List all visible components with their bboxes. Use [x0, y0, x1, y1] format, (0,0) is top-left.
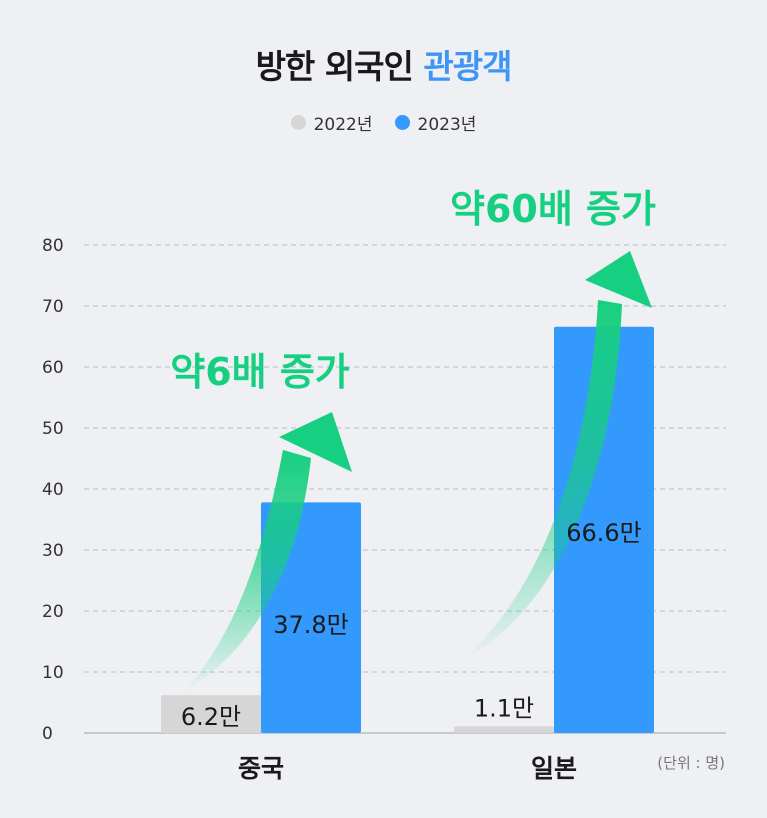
y-tick-label-20: 20 [42, 602, 64, 622]
y-tick-label-80: 80 [42, 236, 64, 256]
bar-중국-2022년 [161, 695, 261, 733]
data-label-일본-2023년: 66.6만 [566, 519, 642, 547]
y-tick-label-30: 30 [42, 541, 64, 561]
y-tick-label-40: 40 [42, 480, 64, 500]
bar-일본-2023년 [554, 326, 654, 733]
title-accent: 관광객 [423, 47, 512, 86]
legend-item-2022: 2022년 [290, 110, 373, 135]
y-tick-label-70: 70 [42, 297, 64, 317]
increase-arrow-china-shaft [183, 450, 311, 692]
y-tick-label-60: 60 [42, 358, 64, 378]
legend-label-2022: 2022년 [313, 115, 373, 135]
data-label-중국-2022년: 6.2만 [181, 703, 241, 731]
x-category-label-중국: 중국 [238, 754, 284, 783]
legend-swatch-2023 [394, 115, 410, 130]
legend-label-2023: 2023년 [417, 115, 477, 135]
increase-annotation-일본: 약60배 증가 [450, 187, 656, 231]
title-main: 방한 외국인 [255, 47, 424, 86]
legend-swatch-2022 [290, 115, 306, 130]
y-tick-label-10: 10 [42, 663, 64, 683]
legend: 2022년 2023년 [0, 110, 767, 135]
data-label-중국-2023년: 37.8만 [273, 611, 349, 639]
increase-arrow-japan-head [585, 251, 652, 308]
increase-annotation-중국: 약6배 증가 [170, 350, 350, 394]
bar-일본-2022년 [454, 726, 554, 733]
increase-arrow-china-head [279, 412, 352, 472]
data-label-일본-2022년: 1.1만 [474, 694, 534, 722]
legend-item-2023: 2023년 [394, 110, 477, 135]
increase-arrow-japan-shaft [460, 300, 622, 662]
y-tick-label-0: 0 [42, 724, 53, 744]
y-tick-label-50: 50 [42, 419, 64, 439]
unit-note: (단위 : 명) [657, 754, 725, 772]
x-category-label-일본: 일본 [531, 754, 577, 783]
chart-title: 방한 외국인 관광객 [0, 40, 767, 88]
